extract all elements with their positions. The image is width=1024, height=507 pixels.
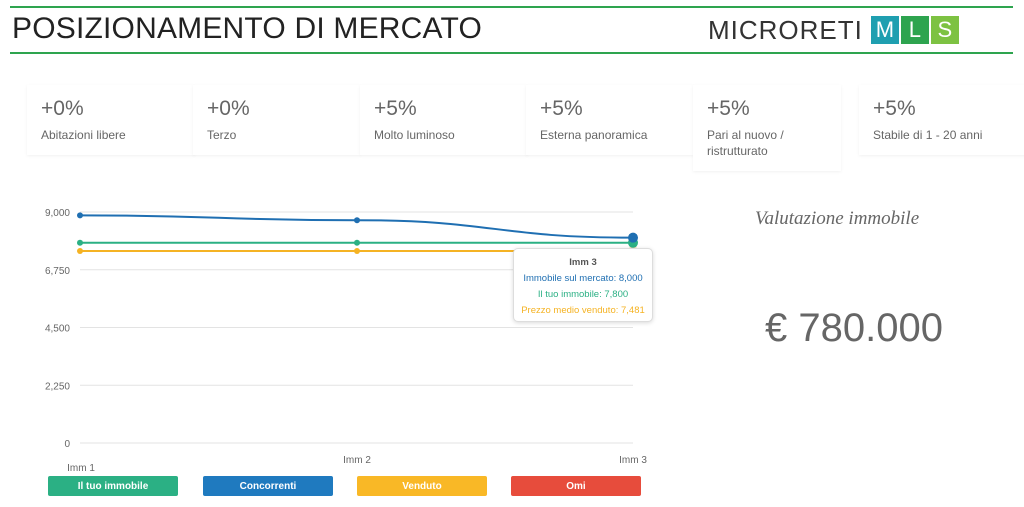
- y-tick-label: 2,250: [45, 381, 70, 392]
- legend-omi[interactable]: Omi: [511, 476, 641, 496]
- card-floor: +0% Terzo: [193, 85, 361, 155]
- card-label: Esterna panoramica: [540, 128, 648, 142]
- card-value: +5%: [707, 97, 750, 120]
- series-point: [77, 212, 83, 219]
- card-value: +5%: [374, 97, 417, 120]
- x-tick-label: Imm 3: [619, 455, 647, 466]
- y-tick-label: 0: [64, 439, 70, 450]
- price-line-chart[interactable]: 0 2,250 4,500 6,750 9,000 Imm 1 Imm 2 Imm 3: [0, 195, 680, 475]
- card-condition: +5% Pari al nuovo / ristrutturato: [693, 85, 841, 171]
- tooltip-row-sold: Prezzo medio venduto: 7,481: [521, 305, 645, 316]
- y-tick-label: 4,500: [45, 324, 70, 335]
- tooltip-title: Imm 3: [569, 257, 597, 268]
- card-value: +5%: [540, 97, 583, 120]
- card-label: Abitazioni libere: [41, 128, 126, 142]
- card-view: +5% Esterna panoramica: [526, 85, 694, 155]
- card-brightness: +5% Molto luminoso: [360, 85, 528, 155]
- legend-concorrenti[interactable]: Concorrenti: [203, 476, 333, 496]
- series-point: [628, 232, 638, 243]
- valuation-value: € 780.000: [765, 306, 943, 350]
- card-value: +0%: [207, 97, 250, 120]
- series-point: [354, 247, 360, 254]
- brand-letter-m: M: [870, 16, 899, 44]
- legend-il-tuo-immobile[interactable]: Il tuo immobile: [48, 476, 178, 496]
- series-point: [354, 217, 360, 224]
- card-value: +5%: [873, 97, 916, 120]
- card-label: Stabile di 1 - 20 anni: [873, 128, 983, 142]
- tooltip-row-market: Immobile sul mercato: 8,000: [523, 273, 643, 284]
- brand-name: MICRORETI: [708, 14, 863, 45]
- series-point: [77, 247, 83, 254]
- brand-logo: MICRORETI M L S: [708, 14, 959, 45]
- y-tick-label: 6,750: [45, 266, 70, 277]
- card-label: Molto luminoso: [374, 128, 455, 142]
- series-point: [354, 239, 360, 246]
- card-label: Pari al nuovo / ristrutturato: [707, 128, 784, 158]
- card-value: +0%: [41, 97, 84, 120]
- y-tick-label: 9,000: [45, 208, 70, 219]
- x-tick-label: Imm 1: [67, 463, 95, 474]
- chart-tooltip: Imm 3 Immobile sul mercato: 8,000 Il tuo…: [513, 248, 653, 322]
- card-label: Terzo: [207, 128, 237, 142]
- card-free-housing: +0% Abitazioni libere: [27, 85, 195, 155]
- legend-venduto[interactable]: Venduto: [357, 476, 487, 496]
- valuation-label: Valutazione immobile: [755, 208, 920, 229]
- series-point: [77, 239, 83, 246]
- brand-letter-s: S: [930, 16, 959, 44]
- x-tick-label: Imm 2: [343, 455, 371, 466]
- tooltip-row-yours: Il tuo immobile: 7,800: [537, 289, 629, 300]
- brand-letter-l: L: [900, 16, 929, 44]
- page-title: POSIZIONAMENTO DI MERCATO: [12, 12, 483, 45]
- header-top-line: [10, 6, 1013, 8]
- header-bottom-line: [10, 52, 1013, 54]
- card-building-age: +5% Stabile di 1 - 20 anni: [859, 85, 1024, 155]
